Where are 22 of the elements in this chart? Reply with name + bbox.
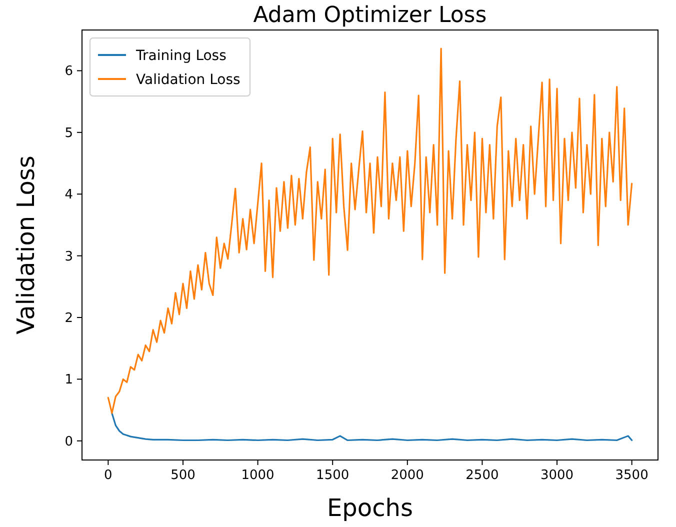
line-series <box>107 48 633 414</box>
y-tick-label: 4 <box>64 188 73 203</box>
line-series <box>111 412 633 442</box>
y-tick-label: 6 <box>64 64 73 80</box>
x-tick-label: 0 <box>104 468 112 483</box>
x-tick-label: 1500 <box>316 468 350 483</box>
x-tick-label: 2000 <box>390 468 424 483</box>
y-tick-label: 2 <box>64 310 73 326</box>
x-tick-label: 3000 <box>540 468 574 483</box>
y-tick-label: 3 <box>64 249 73 264</box>
legend-label: Validation Loss <box>136 72 240 88</box>
x-tick-label: 3500 <box>615 468 648 483</box>
legend-label: Training Loss <box>135 48 226 64</box>
y-tick-label: 5 <box>64 126 73 141</box>
x-tick-label: 2500 <box>466 468 499 483</box>
x-axis-title: Epochs <box>327 494 413 522</box>
y-tick-label: 0 <box>64 434 73 450</box>
y-axis-title: Validation Loss <box>12 156 40 334</box>
chart-title: Adam Optimizer Loss <box>253 3 487 28</box>
x-tick-label: 500 <box>170 468 196 483</box>
y-tick-label: 1 <box>64 372 73 388</box>
x-tick-label: 1000 <box>241 468 274 483</box>
